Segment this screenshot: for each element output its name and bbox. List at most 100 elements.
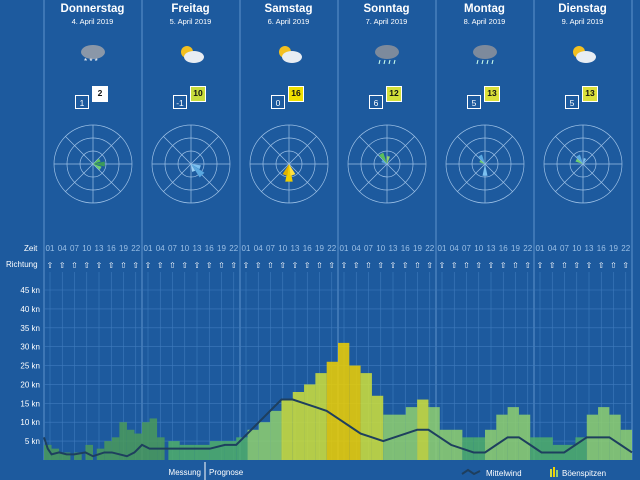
- temp-min: 6: [369, 95, 383, 109]
- day-name: Dienstag: [558, 3, 607, 15]
- hour-label: 10: [278, 244, 287, 253]
- temp-min: 0: [271, 95, 285, 109]
- day-date: 6. April 2019: [267, 17, 310, 26]
- gust-bar: [349, 365, 361, 460]
- temp-max: 13: [582, 86, 598, 102]
- gust-bar: [598, 407, 610, 460]
- hour-label: 07: [266, 244, 275, 253]
- gust-bar: [507, 407, 519, 460]
- gust-bar: [485, 429, 497, 460]
- gust-bar: [59, 452, 71, 460]
- hour-label: 22: [425, 244, 434, 253]
- direction-arrow: ⇧: [537, 261, 544, 270]
- y-tick-label: 30 kn: [20, 343, 40, 352]
- day-date: 7. April 2019: [365, 17, 408, 26]
- direction-arrow: ⇧: [341, 261, 348, 270]
- gust-bar: [179, 444, 195, 460]
- day-column: Freitag 5. April 2019 -1 10: [142, 0, 239, 240]
- gust-bar: [134, 433, 142, 460]
- rose-petal: [191, 164, 201, 170]
- direction-arrow: ⇧: [586, 261, 593, 270]
- gust-bar: [168, 441, 180, 460]
- direction-arrow: ⇧: [218, 261, 225, 270]
- hour-label: 19: [511, 244, 520, 253]
- hour-label: 04: [548, 244, 557, 253]
- rose-petal: [93, 164, 102, 171]
- direction-arrow: ⇧: [230, 261, 237, 270]
- mittelwind-legend: Mittelwind: [486, 469, 522, 478]
- hour-label: 07: [462, 244, 471, 253]
- hour-label: 22: [229, 244, 238, 253]
- direction-arrow: ⇧: [169, 261, 176, 270]
- hour-label: 10: [572, 244, 581, 253]
- day-date: 9. April 2019: [561, 17, 604, 26]
- direction-arrow: ⇧: [267, 261, 274, 270]
- gust-bar: [104, 441, 112, 460]
- direction-arrow: ⇧: [622, 261, 629, 270]
- hour-label: 22: [621, 244, 630, 253]
- gust-bar: [304, 384, 316, 460]
- hour-label: 07: [560, 244, 569, 253]
- direction-arrow: ⇧: [488, 261, 495, 270]
- direction-arrow: ⇧: [181, 261, 188, 270]
- hour-label: 01: [242, 244, 251, 253]
- hour-label: 13: [95, 244, 104, 253]
- y-tick-label: 25 kn: [20, 362, 40, 371]
- hour-label: 04: [254, 244, 263, 253]
- wind-rose: [249, 124, 329, 204]
- gust-bar: [292, 392, 305, 460]
- direction-arrow: ⇧: [206, 261, 213, 270]
- temp-max: 2: [92, 86, 108, 102]
- boeen-legend-icon: [550, 469, 552, 477]
- hour-label: 16: [205, 244, 214, 253]
- direction-arrow: ⇧: [598, 261, 605, 270]
- direction-arrow: ⇧: [573, 261, 580, 270]
- hour-label: 16: [499, 244, 508, 253]
- gust-bar: [74, 452, 82, 460]
- zeit-label: Zeit: [24, 244, 38, 253]
- rose-petal: [478, 154, 485, 164]
- rose-petal: [282, 164, 289, 176]
- temp-min: 5: [467, 95, 481, 109]
- gust-bar: [126, 429, 135, 460]
- gust-bar: [609, 414, 621, 460]
- gust-bar: [383, 414, 395, 460]
- gust-bar: [315, 373, 327, 460]
- hour-label: 16: [597, 244, 606, 253]
- rose-petal: [386, 156, 390, 164]
- hour-label: 10: [474, 244, 483, 253]
- gust-bar: [564, 444, 576, 460]
- rose-petal: [93, 158, 101, 164]
- rose-petal: [479, 159, 485, 164]
- wind-rose: [53, 124, 133, 204]
- gust-bar: [119, 422, 127, 460]
- gust-bar: [85, 444, 93, 460]
- day-date: 8. April 2019: [463, 17, 506, 26]
- y-tick-label: 40 kn: [20, 305, 40, 314]
- gust-bar: [194, 444, 210, 460]
- gust-bar: [338, 342, 350, 460]
- day-column: Sonntag 7. April 2019 6 12: [338, 0, 435, 240]
- temp-min: 1: [75, 95, 89, 109]
- hour-label: 13: [389, 244, 398, 253]
- direction-arrow: ⇧: [255, 261, 262, 270]
- hour-label: 22: [327, 244, 336, 253]
- temp-max: 10: [190, 86, 206, 102]
- day-column: Donnerstag 4. April 2019 * * * 1 2: [44, 0, 141, 240]
- y-tick-label: 45 kn: [20, 286, 40, 295]
- gust-bar: [236, 437, 248, 460]
- direction-arrow: ⇧: [292, 261, 299, 270]
- day-column: Montag 8. April 2019 5 13: [436, 0, 533, 240]
- gust-bar: [270, 410, 282, 460]
- rose-petal: [575, 158, 583, 164]
- hour-label: 04: [450, 244, 459, 253]
- y-tick-label: 10 kn: [20, 418, 40, 427]
- temp-max: 13: [484, 86, 500, 102]
- rose-petal: [93, 161, 105, 167]
- direction-arrow: ⇧: [512, 261, 519, 270]
- temp-min: 5: [565, 95, 579, 109]
- direction-arrow: ⇧: [71, 261, 78, 270]
- prognose-label: Prognose: [209, 468, 244, 477]
